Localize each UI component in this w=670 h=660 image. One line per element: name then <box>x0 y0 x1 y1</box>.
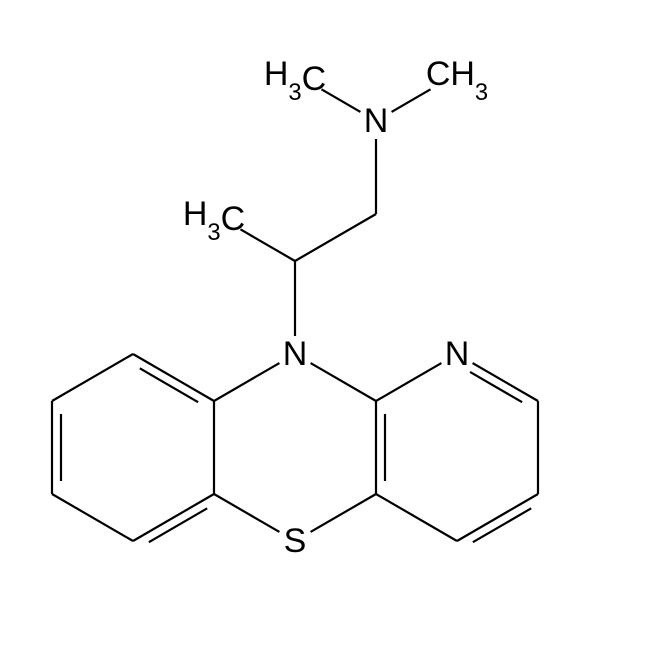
bond <box>457 494 538 541</box>
molecule-diagram: N S N H3C N H3C CH3 <box>0 0 670 660</box>
bond <box>214 363 279 401</box>
atom-label-CMeL: H3C <box>264 55 326 106</box>
bond <box>133 494 214 541</box>
bond <box>240 229 295 261</box>
bond <box>376 494 457 541</box>
bond <box>473 363 538 401</box>
atom-label-N10: N <box>283 335 308 373</box>
bond <box>392 89 431 112</box>
atom-label-CMeR: CH3 <box>426 55 488 106</box>
bond <box>140 368 198 402</box>
atom-label-Namine: N <box>364 102 389 140</box>
atom-label-Cm1: S <box>284 522 307 560</box>
bond <box>473 508 531 542</box>
bond <box>321 89 360 112</box>
bond <box>214 494 279 532</box>
bond <box>149 508 207 542</box>
bond <box>376 363 441 401</box>
bond <box>133 354 214 401</box>
atom-label-Npy: N <box>445 335 470 373</box>
atom-label-CMeBranch: H3C <box>183 195 245 246</box>
bond <box>52 494 133 541</box>
bond <box>52 354 133 401</box>
bond <box>295 214 376 261</box>
bond <box>311 494 376 532</box>
bond <box>311 363 376 401</box>
